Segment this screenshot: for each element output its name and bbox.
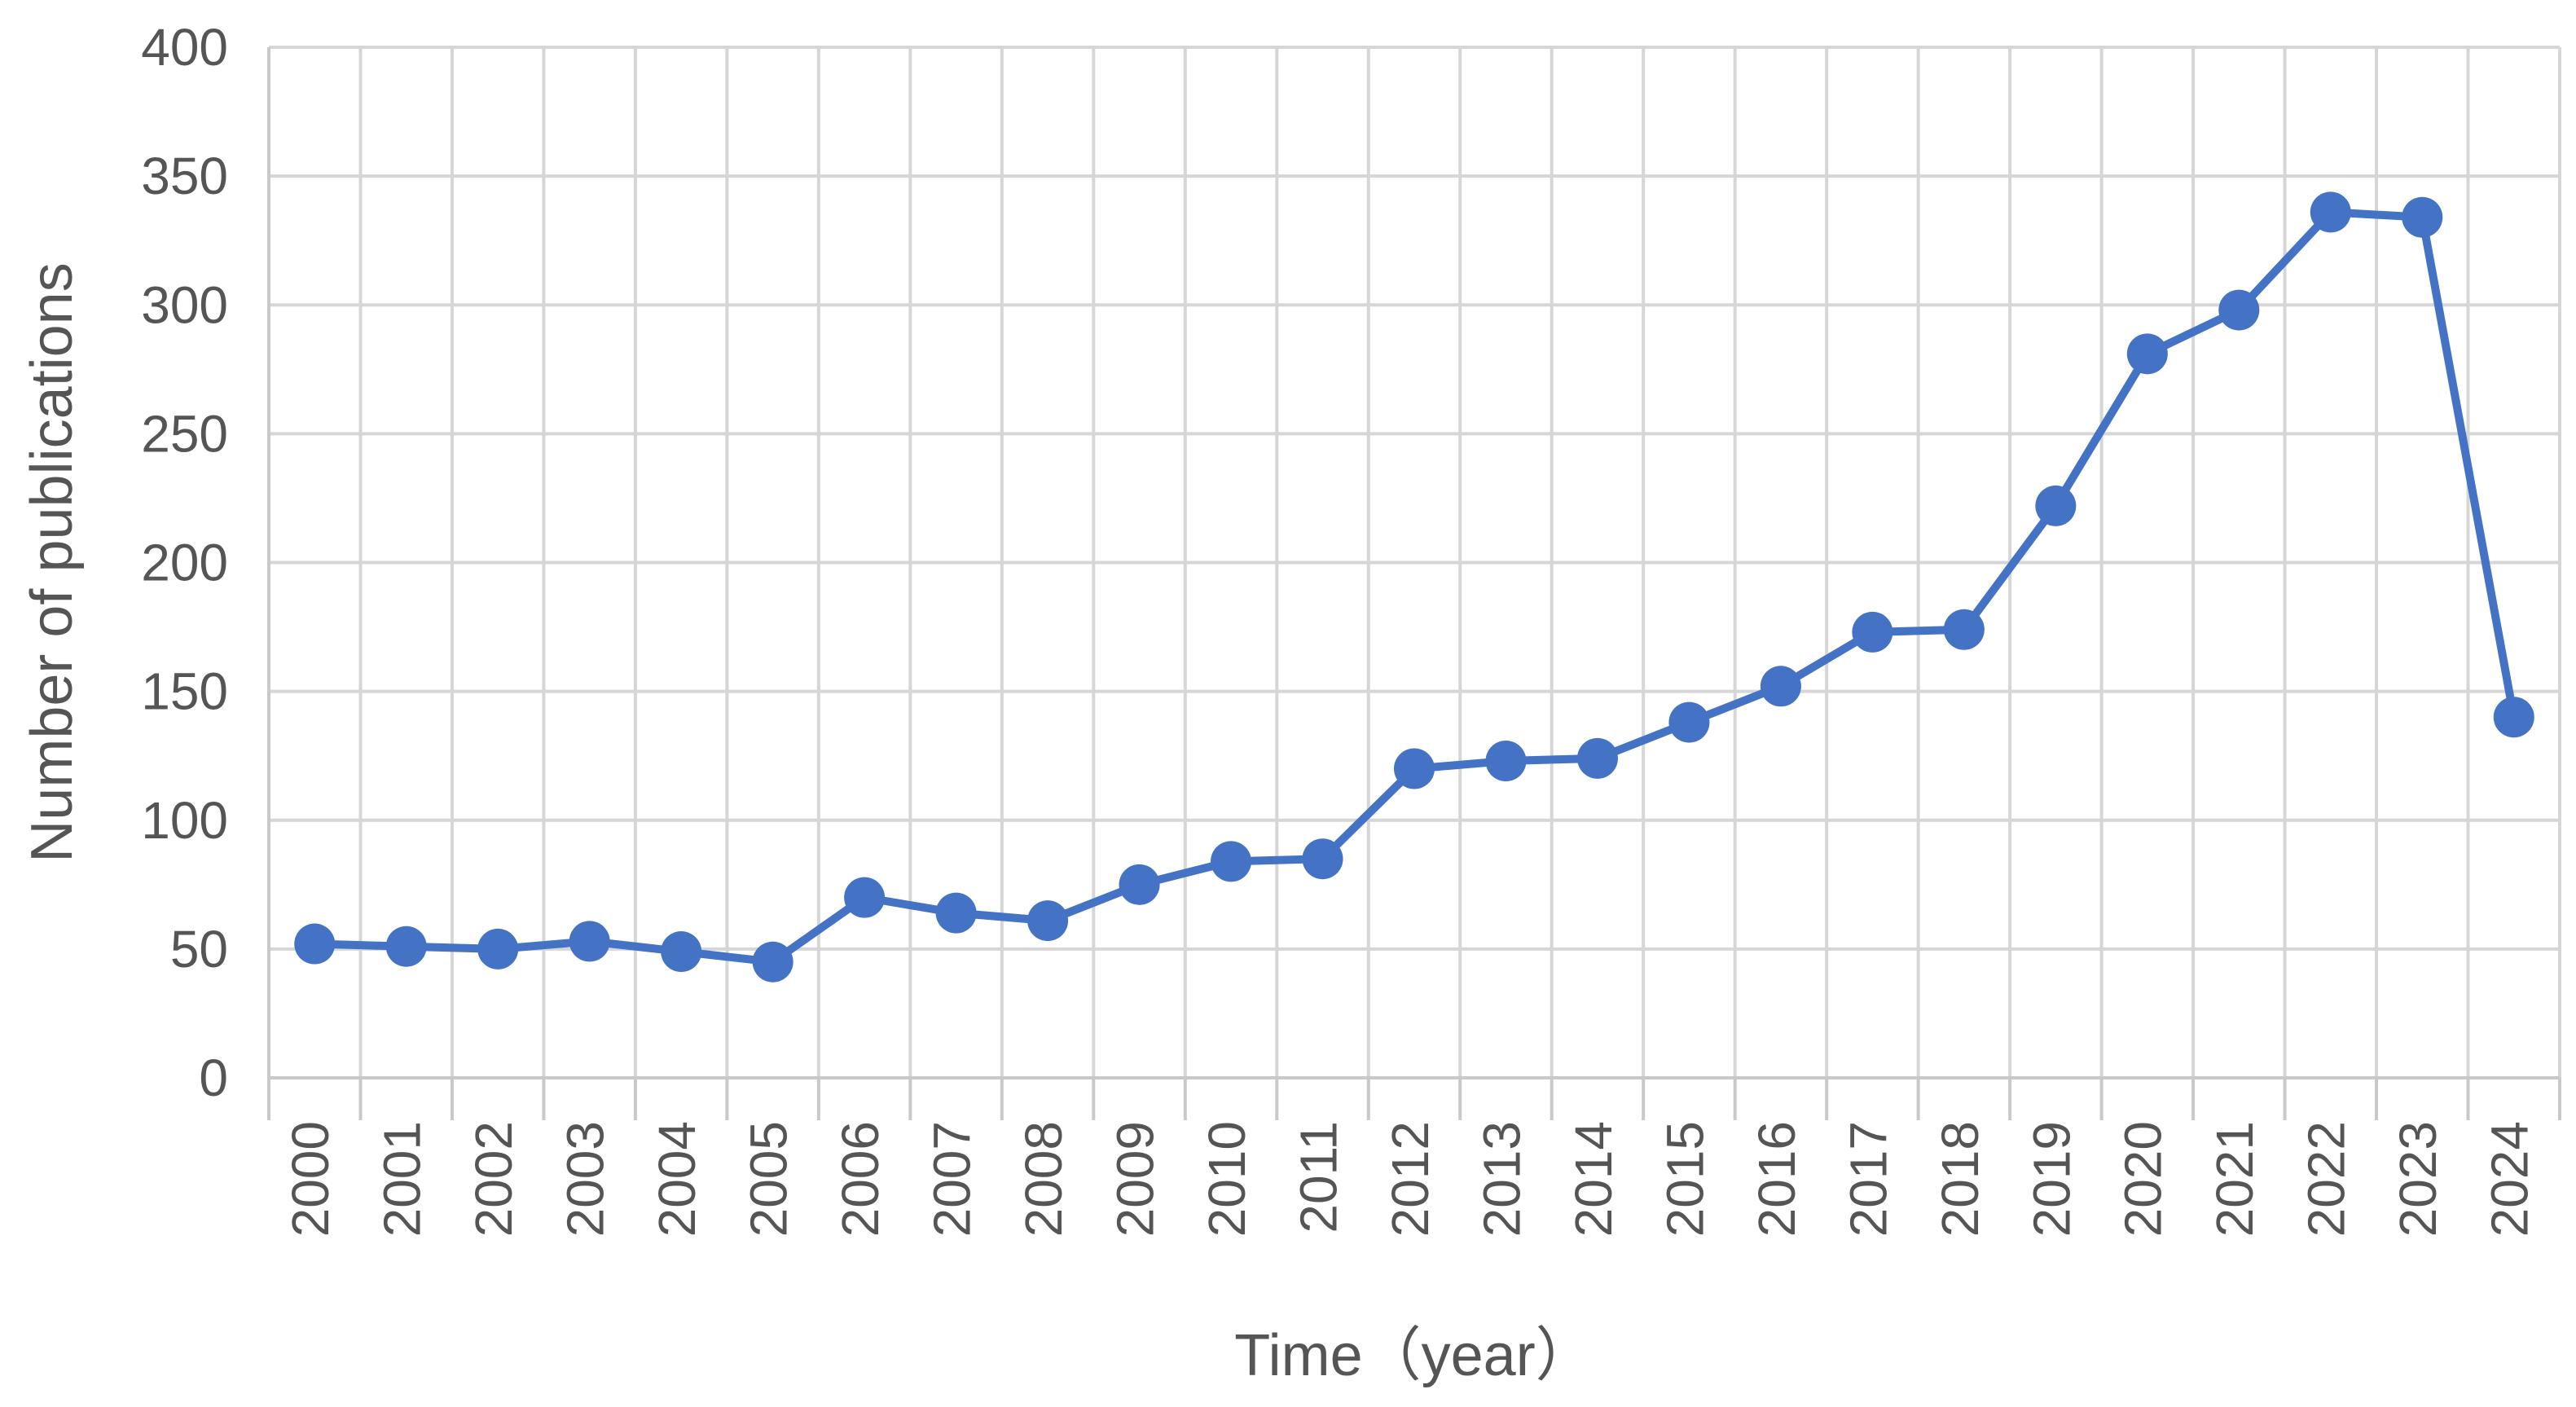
x-tick-label: 2016 xyxy=(1747,1121,1806,1237)
x-tick-label: 2010 xyxy=(1198,1121,1256,1237)
data-point xyxy=(1668,701,1710,743)
axes xyxy=(267,47,2561,1120)
data-point xyxy=(2126,333,2168,375)
data-point xyxy=(1852,611,1893,653)
y-tick-label: 50 xyxy=(170,920,228,978)
data-point xyxy=(752,941,793,983)
x-tick-label: 2021 xyxy=(2205,1121,2264,1237)
data-point xyxy=(2218,289,2260,331)
data-point xyxy=(661,931,702,973)
data-point xyxy=(1119,864,1160,905)
x-tick-label: 2005 xyxy=(740,1121,798,1237)
x-tick-label: 2009 xyxy=(1106,1121,1164,1237)
y-tick-label: 200 xyxy=(141,534,228,592)
x-tick-label: 2020 xyxy=(2114,1121,2173,1237)
x-tick-label: 2011 xyxy=(1289,1121,1347,1233)
y-tick-label: 100 xyxy=(141,791,228,850)
x-tick-label: 2012 xyxy=(1381,1121,1440,1237)
x-tick-label: 2002 xyxy=(464,1121,523,1237)
data-point xyxy=(2310,191,2351,233)
data-point xyxy=(1394,748,1435,789)
grid xyxy=(267,46,2561,1078)
data-point xyxy=(1027,900,1069,942)
data-point xyxy=(569,921,610,962)
x-axis-title: Time（year） xyxy=(1234,1323,1594,1388)
y-tick-label: 300 xyxy=(141,275,228,334)
y-tick-label: 400 xyxy=(141,18,228,77)
y-tick-label: 150 xyxy=(141,662,228,721)
y-axis-title: Number of publications xyxy=(20,262,85,862)
x-tick-label: 2022 xyxy=(2297,1121,2356,1237)
data-point xyxy=(2035,485,2077,526)
x-tick-label: 2024 xyxy=(2481,1121,2539,1237)
x-tick-label: 2004 xyxy=(648,1121,706,1237)
data-point xyxy=(385,926,427,967)
x-tick-label: 2008 xyxy=(1014,1121,1073,1237)
data-point xyxy=(1576,737,1618,779)
x-tick-label: 2023 xyxy=(2389,1121,2447,1237)
x-tick-label: 2019 xyxy=(2022,1121,2081,1237)
x-tick-label: 2017 xyxy=(1839,1121,1897,1237)
x-tick-label: 2001 xyxy=(373,1121,432,1237)
y-tick-label: 0 xyxy=(199,1049,228,1107)
series xyxy=(294,191,2534,983)
data-point xyxy=(2402,196,2443,238)
data-point xyxy=(2493,697,2534,738)
x-tick-labels: 2000 2001 2002 2003 2004 2005 2006 2007 2008 2009… xyxy=(281,1121,2539,1237)
data-point xyxy=(294,923,336,965)
data-point xyxy=(1211,841,1252,882)
y-tick-label: 350 xyxy=(141,147,228,205)
x-tick-label: 2015 xyxy=(1655,1121,1714,1237)
y-tick-label: 250 xyxy=(141,404,228,463)
data-point xyxy=(477,928,519,970)
y-tick-labels: 0 50 100 150 200 250 300 350 400 xyxy=(141,18,228,1107)
x-tick-label: 2018 xyxy=(1931,1121,1989,1237)
x-tick-label: 2007 xyxy=(923,1121,982,1237)
data-point xyxy=(935,892,977,934)
data-point xyxy=(1760,666,1801,707)
x-tick-label: 2013 xyxy=(1472,1121,1531,1237)
series-line xyxy=(310,208,2518,966)
data-point xyxy=(844,877,886,918)
x-tick-label: 2014 xyxy=(1564,1121,1623,1237)
data-point xyxy=(1485,741,1527,782)
x-tick-label: 2000 xyxy=(281,1121,340,1237)
data-point xyxy=(1302,838,1343,880)
axis-titles: Time（year） Number of publications xyxy=(20,262,1594,1388)
x-tick-label: 2003 xyxy=(556,1121,615,1237)
data-point xyxy=(1943,609,1985,650)
x-tick-label: 2006 xyxy=(831,1121,890,1237)
